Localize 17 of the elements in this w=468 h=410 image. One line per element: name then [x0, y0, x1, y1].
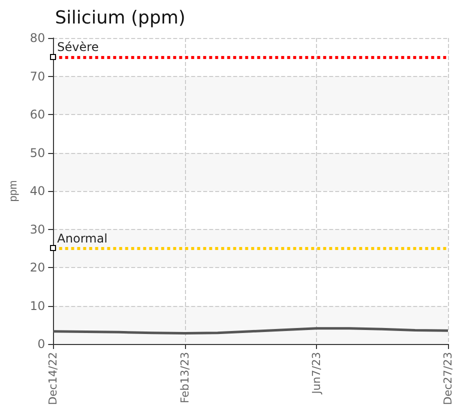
y-tick-label: 10: [30, 298, 46, 313]
x-tick-label: Dec27/23: [442, 352, 454, 405]
x-tick-label: Feb13/23: [178, 352, 192, 404]
chart-title: Silicium (ppm): [55, 8, 186, 28]
y-axis-title: ppm: [8, 180, 20, 202]
ref-line-label: Anormal: [57, 231, 108, 246]
y-tick-label: 30: [30, 222, 46, 236]
x-tick-label: Dec14/22: [46, 352, 60, 405]
y-tick-label: 20: [30, 260, 46, 274]
y-tick-label: 50: [30, 146, 46, 160]
y-tick-label: 80: [30, 31, 46, 45]
y-tick-label: 70: [30, 69, 46, 84]
y-tick-label: 60: [30, 108, 46, 122]
y-tick-label: 0: [38, 337, 46, 351]
x-tick-label: Jun7/23: [310, 352, 323, 395]
ref-line-label: Sévère: [57, 40, 99, 54]
y-tick-label: 40: [30, 184, 46, 198]
